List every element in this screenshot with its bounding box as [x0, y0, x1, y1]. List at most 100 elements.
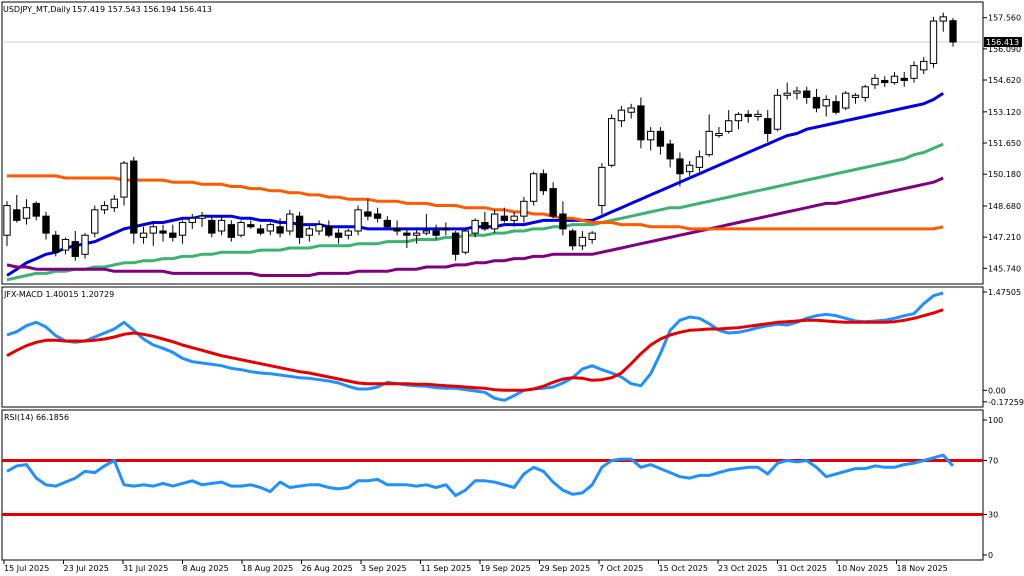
candle-body	[383, 219, 392, 228]
candle	[832, 95, 840, 115]
candle	[412, 228, 421, 244]
candle-body	[695, 156, 704, 168]
candle-body	[344, 230, 353, 236]
candle-body	[627, 107, 635, 113]
candle	[686, 161, 694, 176]
candle	[559, 201, 567, 236]
candle	[178, 220, 187, 244]
candle-body	[656, 130, 665, 147]
candle-body	[71, 241, 79, 257]
candle	[3, 201, 11, 246]
price-tick-label: 153.120	[988, 108, 1021, 117]
candle	[842, 91, 850, 111]
candle	[120, 161, 128, 206]
candle	[52, 230, 60, 257]
candle	[471, 218, 479, 238]
candle	[890, 71, 899, 85]
candle-body	[803, 90, 811, 98]
candle-body	[705, 130, 713, 156]
candle-body	[734, 113, 743, 122]
candle-body	[334, 232, 343, 238]
candle	[851, 93, 860, 104]
time-tick-label: 23 Jul 2025	[64, 564, 109, 573]
candle-body	[110, 198, 118, 209]
price-tick-label: 157.560	[988, 14, 1021, 23]
ma-long-line	[7, 174, 944, 231]
candle	[900, 71, 908, 87]
candle-body	[315, 224, 323, 232]
rsi-line	[6, 453, 955, 498]
candle-body	[286, 213, 294, 232]
candle	[403, 228, 411, 248]
candle	[764, 110, 772, 142]
candle	[617, 105, 626, 128]
macd-panel: 1.47505 0.00 -0.17259	[6, 288, 1024, 407]
candle-body	[354, 209, 362, 232]
time-tick-label: 23 Oct 2025	[718, 564, 767, 573]
candle-body	[764, 118, 772, 134]
candle	[695, 150, 704, 172]
candle	[871, 74, 879, 89]
candle-body	[851, 94, 860, 98]
candle	[500, 207, 509, 223]
time-tick-label: 29 Sep 2025	[540, 564, 591, 573]
rsi-label: RSI(14) 66.1856	[4, 413, 69, 422]
candle-body	[598, 166, 606, 207]
candle-body	[451, 232, 460, 255]
candle-body	[247, 224, 255, 228]
candle	[910, 61, 918, 83]
candle-body	[949, 20, 957, 43]
candle-body	[890, 75, 899, 84]
candle-body	[910, 65, 918, 79]
candle	[266, 222, 274, 236]
candle	[130, 156, 138, 244]
candle	[647, 127, 655, 151]
candle-body	[52, 234, 60, 253]
candle	[295, 211, 304, 244]
candle	[539, 169, 548, 195]
current-price-label: 156.413	[986, 38, 1019, 47]
candle	[705, 114, 713, 157]
candle-body	[822, 99, 830, 107]
candle-body	[198, 215, 206, 219]
candle-body	[81, 234, 89, 255]
rsi-panel: 100 70 30 0	[2, 416, 1003, 560]
candle-body	[412, 232, 421, 236]
candlesticks	[3, 12, 957, 261]
time-tick-label: 11 Sep 2025	[421, 564, 472, 573]
candle-body	[939, 16, 947, 22]
candle	[715, 127, 723, 138]
candle	[549, 182, 557, 219]
candle	[149, 222, 157, 246]
candle	[383, 216, 392, 229]
candle	[881, 76, 889, 87]
candle	[364, 199, 372, 221]
candle	[929, 16, 938, 68]
macd-line	[6, 291, 944, 402]
rsi-tick-label: 100	[988, 416, 1003, 425]
candle-body	[754, 113, 762, 117]
candle	[13, 194, 21, 223]
candle	[188, 214, 196, 229]
candle	[432, 224, 440, 240]
candle	[169, 224, 177, 242]
candle-body	[13, 209, 21, 221]
price-tick-label: 145.740	[988, 264, 1021, 273]
candle	[373, 207, 382, 223]
candle	[744, 110, 752, 123]
candle	[578, 230, 587, 251]
candle-body	[159, 230, 167, 234]
candle-body	[725, 120, 733, 132]
candle-body	[266, 224, 274, 232]
candle-body	[227, 224, 235, 238]
candle	[32, 201, 40, 221]
candle-body	[900, 77, 908, 81]
candle	[812, 88, 821, 113]
time-tick-label: 10 Nov 2025	[837, 564, 888, 573]
candle	[510, 211, 518, 227]
candle	[529, 171, 538, 206]
candle-body	[744, 113, 752, 117]
candle-body	[676, 158, 684, 175]
candle-body	[139, 232, 148, 238]
price-tick-label: 156.090	[988, 45, 1021, 54]
